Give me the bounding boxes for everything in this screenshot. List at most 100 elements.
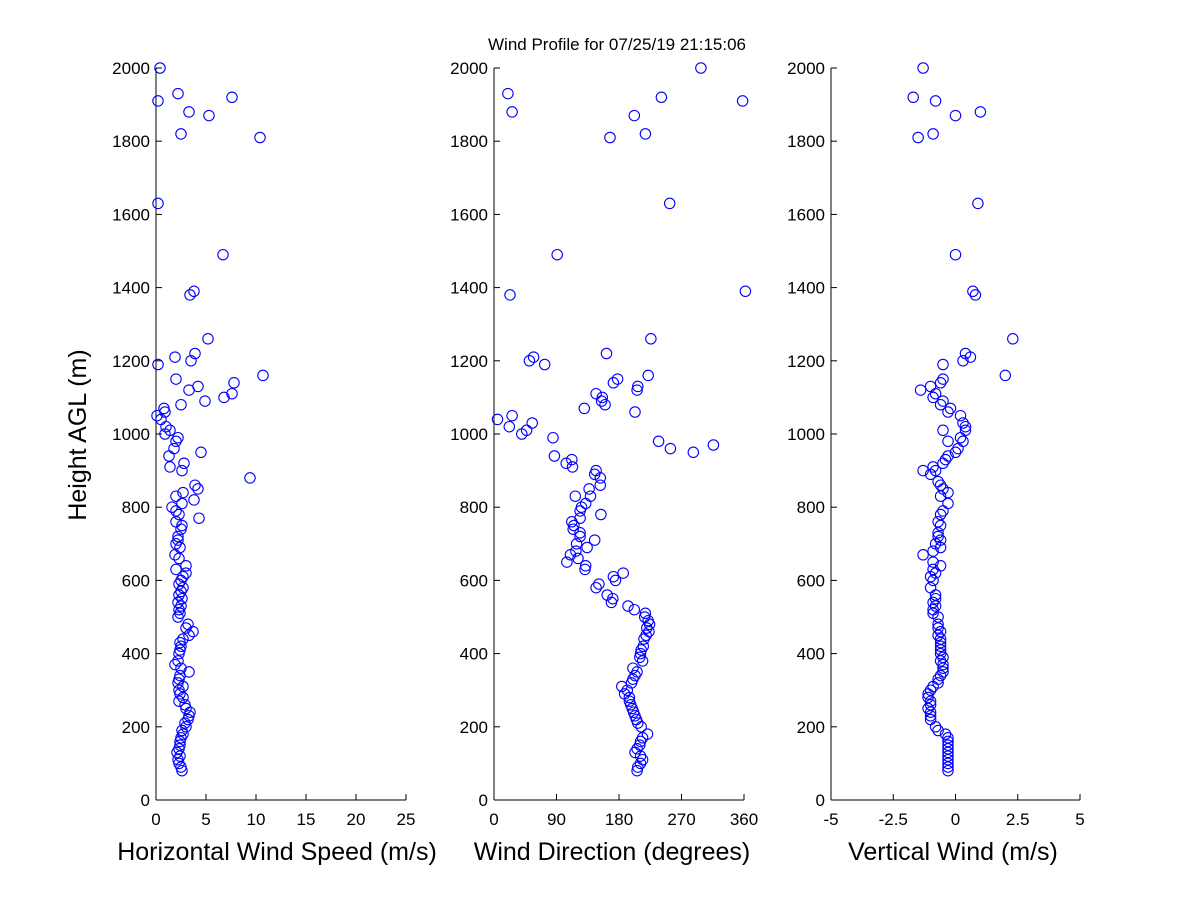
y-tick-label: 200: [797, 718, 825, 737]
data-point: [924, 468, 937, 481]
data-point: [932, 618, 944, 631]
data-point: [635, 644, 647, 656]
y-tick-label: 600: [460, 571, 488, 590]
data-point: [175, 523, 187, 535]
data-point: [527, 351, 540, 363]
data-point: [736, 95, 749, 107]
data-point: [173, 508, 185, 521]
x-tick-label: 5: [1075, 810, 1084, 829]
x-tick-label: 15: [297, 810, 316, 829]
data-point: [942, 753, 954, 766]
data-point: [942, 406, 954, 418]
y-tick-label: 2000: [787, 59, 825, 78]
data-point: [912, 131, 924, 144]
data-point: [599, 398, 611, 411]
data-point: [195, 446, 207, 459]
data-point: [631, 764, 643, 777]
data-point: [187, 625, 199, 638]
y-tick-label: 600: [797, 571, 825, 590]
data-point: [934, 508, 947, 521]
y-tick-label: 1000: [450, 425, 488, 444]
data-point: [590, 387, 602, 400]
data-point: [687, 446, 700, 459]
data-point: [596, 391, 609, 404]
data-point: [566, 453, 578, 466]
data-point: [526, 417, 538, 429]
data-point: [174, 688, 186, 700]
y-tick-label: 1800: [787, 132, 825, 151]
data-point: [914, 384, 927, 396]
data-point: [203, 109, 215, 122]
x-tick-label: 2.5: [1006, 810, 1030, 829]
data-point: [628, 109, 641, 122]
data-point: [922, 688, 934, 700]
data-point: [180, 560, 192, 572]
data-point: [927, 563, 939, 576]
data-point: [707, 439, 720, 451]
data-point: [173, 603, 185, 616]
data-point: [639, 128, 652, 140]
data-point: [634, 647, 647, 660]
data-point: [176, 497, 188, 510]
x-tick-label: -5: [823, 810, 838, 829]
figure-title: Wind Profile for 07/25/19 21:15:06: [488, 35, 746, 54]
data-point: [588, 534, 601, 546]
data-point: [957, 417, 969, 429]
data-point: [609, 574, 622, 587]
data-point: [934, 377, 947, 389]
data-series: [151, 62, 269, 777]
subplot-1: 0 200 400 600 800 1000 1200 1400 1600 1800 2000 0 5 1…: [112, 59, 437, 866]
data-point: [173, 589, 185, 601]
y-tick-label: 0: [479, 791, 488, 810]
data-point: [491, 413, 504, 426]
data-point: [934, 655, 947, 667]
data-point: [927, 128, 939, 140]
data-point: [1007, 333, 1019, 345]
data-point: [523, 355, 536, 367]
data-point: [934, 640, 947, 653]
data-point: [959, 420, 972, 433]
data-point: [594, 472, 607, 484]
data-point: [226, 387, 238, 400]
data-point: [932, 629, 944, 642]
data-point: [502, 87, 514, 100]
data-point: [175, 398, 187, 411]
x-tick-label: 90: [547, 810, 566, 829]
data-point: [169, 549, 181, 561]
data-point: [937, 395, 949, 407]
data-point: [964, 351, 977, 363]
y-tick-label: 600: [122, 571, 150, 590]
y-tick-label: 2000: [450, 59, 488, 78]
data-point: [172, 87, 184, 100]
data-point: [244, 472, 256, 484]
data-point: [175, 640, 187, 653]
data-point: [664, 442, 677, 455]
data-point: [168, 442, 180, 455]
data-point: [226, 91, 238, 104]
data-point: [574, 505, 586, 517]
data-point: [152, 358, 164, 371]
data-point: [611, 373, 624, 385]
y-tick-label: 1400: [787, 279, 825, 298]
data-point: [583, 483, 595, 495]
data-point: [636, 655, 649, 667]
data-point: [937, 662, 949, 674]
data-point: [548, 450, 561, 462]
data-point: [634, 757, 647, 770]
data-point: [934, 647, 947, 660]
data-point: [924, 581, 937, 594]
data-point: [934, 636, 947, 649]
data-point: [551, 248, 563, 261]
data-point: [643, 618, 656, 631]
data-point: [949, 248, 962, 261]
data-point: [942, 750, 954, 762]
data-point: [173, 552, 185, 565]
x-tick-label: 0: [151, 810, 160, 829]
y-tick-label: 2000: [112, 59, 150, 78]
data-point: [952, 442, 964, 455]
data-point: [172, 611, 184, 623]
data-point: [942, 761, 954, 773]
data-point: [547, 431, 559, 444]
data-point: [932, 530, 944, 543]
data-point: [170, 563, 182, 576]
